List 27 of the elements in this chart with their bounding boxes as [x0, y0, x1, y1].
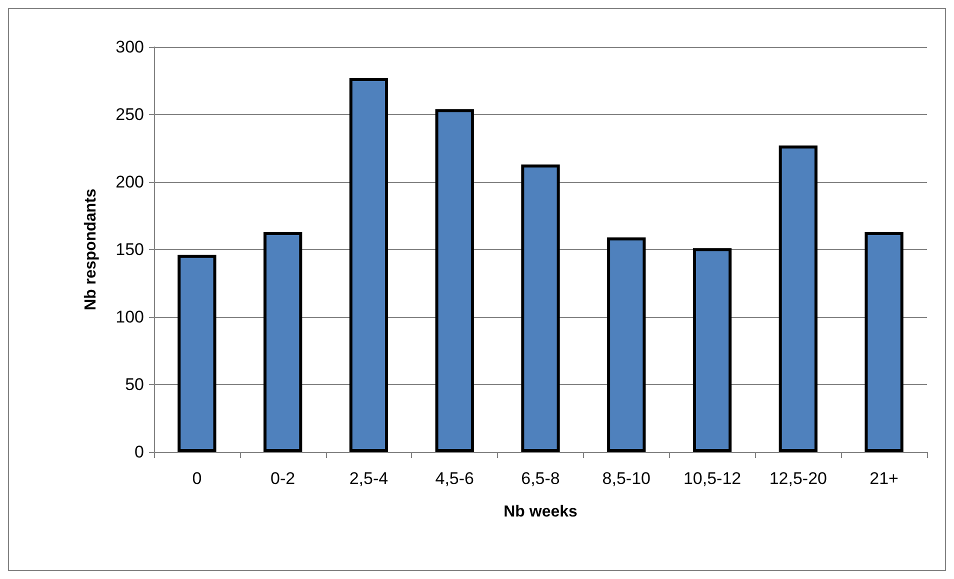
- bar: [521, 164, 560, 452]
- x-tick-label: 10,5-12: [683, 469, 742, 488]
- bar: [435, 109, 474, 452]
- x-tick-label: 2,5-4: [349, 469, 388, 488]
- y-axis-title: Nb respondants: [82, 188, 100, 310]
- y-tick-label: 300: [116, 38, 144, 56]
- x-tick-label: 8,5-10: [602, 469, 650, 488]
- y-tick-label: 200: [116, 172, 144, 192]
- x-tick-label: 12,5-20: [769, 469, 828, 488]
- x-tick-label: 0: [192, 469, 202, 488]
- y-tick-label: 0: [134, 442, 144, 462]
- bar: [692, 248, 732, 452]
- y-tick-label: 250: [116, 105, 144, 124]
- y-tick-label: 150: [116, 240, 144, 259]
- bar: [264, 232, 302, 452]
- x-tick-label: 4,5-6: [435, 469, 474, 488]
- x-tick-label: 0-2: [270, 469, 296, 488]
- bar: [778, 146, 818, 452]
- x-tick-label: 6,5-8: [521, 469, 560, 488]
- bar: [607, 237, 646, 452]
- x-tick-label: 21+: [870, 469, 899, 488]
- bar: [864, 232, 904, 452]
- bar: [349, 78, 388, 452]
- y-tick-label: 50: [125, 375, 144, 394]
- y-tick-label: 100: [116, 308, 144, 326]
- bar: [178, 254, 216, 452]
- x-axis-title: Nb weeks: [504, 504, 578, 520]
